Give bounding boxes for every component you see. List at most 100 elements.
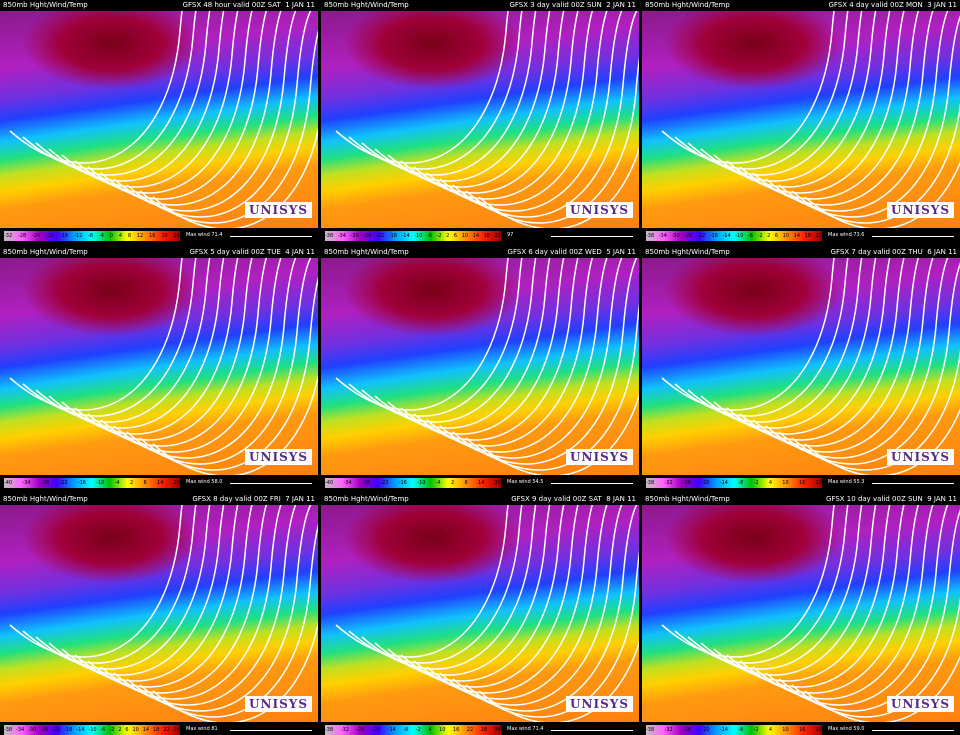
scale-label: -14 [387, 727, 396, 733]
contour-line [700, 258, 877, 429]
scale-label: -26 [682, 480, 692, 486]
contour-line [661, 505, 835, 658]
contour-line [752, 505, 934, 700]
contour-line [713, 258, 891, 435]
scale-label: 16 [452, 727, 460, 733]
scale-label: 6 [453, 233, 458, 239]
scale-label: 16 [798, 480, 806, 486]
scale-label: 4 [768, 480, 773, 486]
scale-arrow [230, 236, 312, 237]
scale-arrow [230, 730, 312, 731]
contour-line [426, 11, 608, 206]
map-panel: 850mb Hght/Wind/Temp GFSX 6 day valid 00Z… [321, 247, 639, 490]
scale-label: 28 [480, 727, 488, 733]
scale-label: 16 [798, 727, 806, 733]
contour-line [778, 509, 960, 712]
scale-label: 4 [768, 727, 773, 733]
color-scale: -40 -34 -28 -22 -16 -10 -4 2 8 14 20 [325, 478, 501, 488]
contour-line [804, 160, 960, 228]
panel-title: 850mb Hght/Wind/Temp [3, 495, 88, 503]
contour-line [400, 258, 579, 441]
contour-line [439, 258, 623, 459]
contour-line [48, 505, 225, 676]
max-wind: 97 [507, 232, 514, 238]
contour-line [35, 505, 211, 670]
scale-arrow [551, 483, 633, 484]
scale-label: -38 [646, 480, 655, 486]
unisys-logo: UNISYS [245, 449, 312, 465]
unisys-logo: UNISYS [887, 202, 954, 218]
contours [661, 505, 960, 722]
scale-label: 6 [774, 233, 779, 239]
scale-label: 22 [466, 727, 474, 733]
scale-label: -2 [753, 727, 759, 733]
scale-label: 22 [815, 727, 822, 733]
contour-line [126, 11, 312, 218]
panel-title: 850mb Hght/Wind/Temp [3, 1, 88, 9]
scale-label: -6 [748, 233, 753, 239]
unisys-logo: UNISYS [566, 696, 633, 712]
map-panel: 850mb Hght/Wind/Temp GFSX 5 day valid 00Z… [0, 247, 318, 490]
contour-line [778, 15, 960, 218]
contour-line [387, 11, 565, 188]
scale-label: 8 [143, 480, 147, 486]
contour-line [361, 11, 537, 176]
contour-line [687, 11, 863, 176]
scale-label: 2 [446, 233, 450, 239]
scale-label: 14 [156, 480, 164, 486]
contour-line [9, 505, 183, 658]
scale-label: 12 [136, 233, 144, 239]
scale-label: 2 [118, 727, 122, 733]
map-panel: 850mb Hght/Wind/Temp GFSX 4 day valid 00Z… [642, 0, 960, 243]
scale-label: -26 [40, 727, 49, 733]
contour-line [22, 505, 197, 664]
contour-line [139, 29, 318, 224]
scale-label: 22 [815, 233, 822, 239]
scale-label: -28 [361, 480, 371, 486]
scale-label: -6 [100, 727, 106, 733]
map-image [0, 505, 318, 722]
scale-arrow [230, 483, 312, 484]
contour-line [661, 258, 835, 411]
contour-line [126, 505, 312, 712]
contour-line [9, 11, 183, 164]
scale-arrow [872, 236, 954, 237]
scale-label: 8 [127, 233, 132, 239]
scale-label: 4 [118, 233, 122, 239]
map-panel: 850mb Hght/Wind/Temp GFSX 10 day valid 00… [642, 494, 960, 735]
scale-label: -14 [401, 233, 410, 239]
contour-line [61, 11, 239, 188]
unisys-logo: UNISYS [245, 696, 312, 712]
max-wind: Max wind 73.6 [828, 232, 865, 238]
contours [9, 258, 318, 475]
scale-label: -32 [4, 233, 13, 239]
contour-line [113, 505, 297, 706]
contour-line [9, 258, 183, 411]
contour-line [361, 258, 537, 423]
scale-label: 22 [163, 727, 170, 733]
scale-label: -38 [325, 233, 334, 239]
scale-label: -22 [380, 480, 389, 486]
unisys-logo: UNISYS [887, 449, 954, 465]
contours [335, 505, 639, 722]
valid-time: GFSX 5 day valid 00Z TUE 4 JAN 11 [189, 248, 315, 256]
contour-line [348, 11, 523, 170]
contours [661, 258, 960, 475]
contour-line [752, 11, 934, 206]
scale-label: 10 [782, 727, 789, 733]
contour-line [113, 11, 297, 212]
color-scale: -40 -34 -28 -22 -16 -10 -4 2 8 14 20 [4, 478, 180, 488]
contour-line [700, 505, 877, 676]
scale-label: 10 [439, 727, 446, 733]
color-scale: -32 -28 -24 -20 -16 -12 -8 -4 0 4 8 12 16 20 24 [4, 231, 180, 241]
scale-label: -18 [388, 233, 397, 239]
scale-label: 6 [125, 727, 129, 733]
contour-line [22, 11, 197, 170]
scale-label: -22 [697, 233, 706, 239]
scale-label: 24 [173, 233, 180, 239]
scale-arrow [551, 730, 633, 731]
contour-line [387, 505, 565, 682]
valid-time: GFSX 9 day valid 00Z SAT 8 JAN 11 [511, 495, 636, 503]
max-wind: Max wind 71.4 [186, 232, 223, 238]
valid-time: GFSX 10 day valid 00Z SUN 9 JAN 11 [826, 495, 957, 503]
